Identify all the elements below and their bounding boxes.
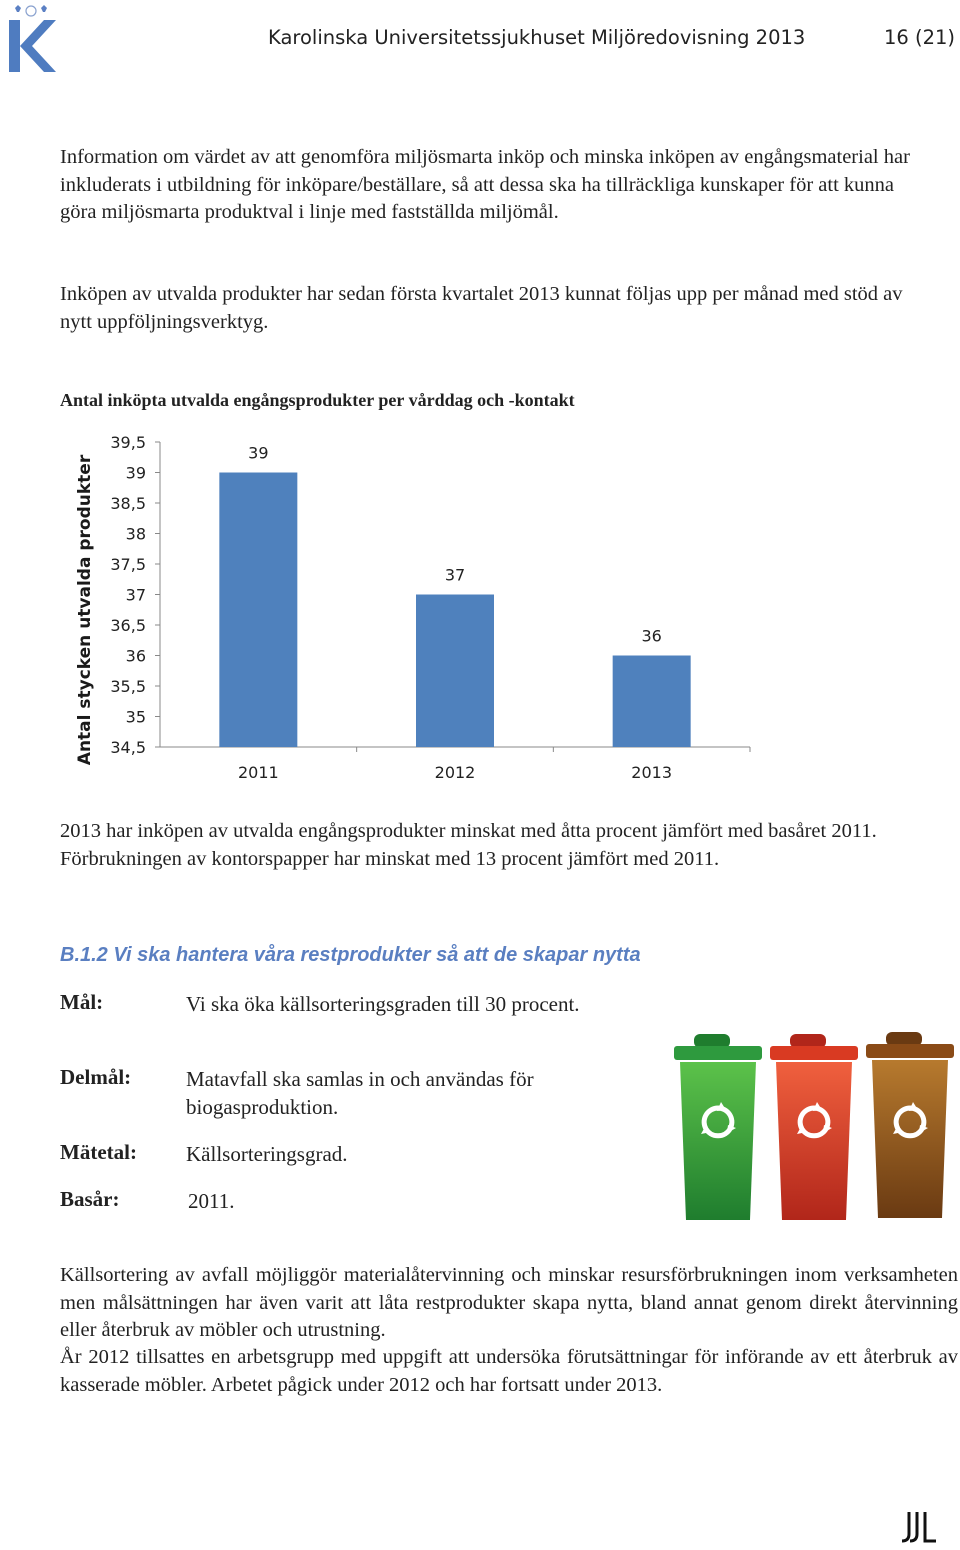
section-heading: B.1.2 Vi ska hantera våra restprodukter … <box>60 944 641 966</box>
metric-text: Källsorteringsgrad. <box>186 1142 348 1166</box>
y-tick-label: 38 <box>126 525 146 544</box>
subgoal-label: Delmål: <box>60 1065 132 1089</box>
goal-text: Vi ska öka källsorteringsgraden till 30 … <box>186 992 580 1016</box>
y-tick-label: 34,5 <box>110 738 146 757</box>
metric-label: Mätetal: <box>60 1140 137 1164</box>
paragraph-training: Information om värdet av att genomföra m… <box>60 146 910 223</box>
y-axis-label: Antal stycken utvalda produkter <box>75 454 95 765</box>
base-year-text: 2011. <box>188 1189 235 1213</box>
data-label-2013: 36 <box>641 627 661 646</box>
page-number: 16 (21) <box>883 26 955 49</box>
goal-label: Mål: <box>60 990 104 1014</box>
bar-2012 <box>416 594 494 747</box>
recycle-bin-red-icon <box>770 1034 858 1220</box>
y-tick-label: 35,5 <box>110 677 146 696</box>
base-year-label: Basår: <box>60 1187 120 1211</box>
paragraph-sorting: Källsortering av avfall möjliggör materi… <box>60 1264 958 1341</box>
y-tick-label: 39,5 <box>110 433 146 452</box>
chart-title: Antal inköpta utvalda engångsprodukter p… <box>60 390 575 410</box>
paragraph-result: 2013 har inköpen av utvalda engångsprodu… <box>60 820 877 870</box>
bar-chart: 39,5 39 38,5 38 37,5 37 36,5 36 35,5 35 34,5 39 37 3… <box>75 433 751 782</box>
x-tick-label: 2011 <box>238 763 279 782</box>
bar-2011 <box>219 472 298 747</box>
recycle-bin-green-icon <box>674 1034 762 1220</box>
y-tick-label: 38,5 <box>110 494 146 513</box>
x-tick-label: 2012 <box>435 763 476 782</box>
y-tick-label: 39 <box>126 464 146 483</box>
footer-logo-icon <box>901 1512 936 1543</box>
paragraph-reuse: År 2012 tillsattes en arbetsgrupp med up… <box>60 1346 958 1396</box>
paragraph-followup: Inköpen av utvalda produkter har sedan f… <box>60 283 903 333</box>
data-label-2012: 37 <box>445 566 465 585</box>
recycle-bin-brown-icon <box>866 1032 954 1218</box>
document-title: Karolinska Universitetssjukhuset Miljöre… <box>268 26 806 49</box>
bar-2013 <box>612 655 691 747</box>
recycle-bins-illustration <box>674 1032 954 1220</box>
y-tick-label: 36,5 <box>110 616 146 635</box>
y-tick-label: 37,5 <box>110 555 146 574</box>
x-tick-label: 2013 <box>631 763 672 782</box>
y-tick-label: 37 <box>126 586 146 605</box>
subgoal-text: Matavfall ska samlas in och användas för… <box>186 1067 534 1119</box>
karolinska-logo <box>9 5 56 72</box>
y-tick-label: 36 <box>126 647 146 666</box>
y-tick-label: 35 <box>126 708 146 727</box>
data-label-2011: 39 <box>248 444 268 463</box>
